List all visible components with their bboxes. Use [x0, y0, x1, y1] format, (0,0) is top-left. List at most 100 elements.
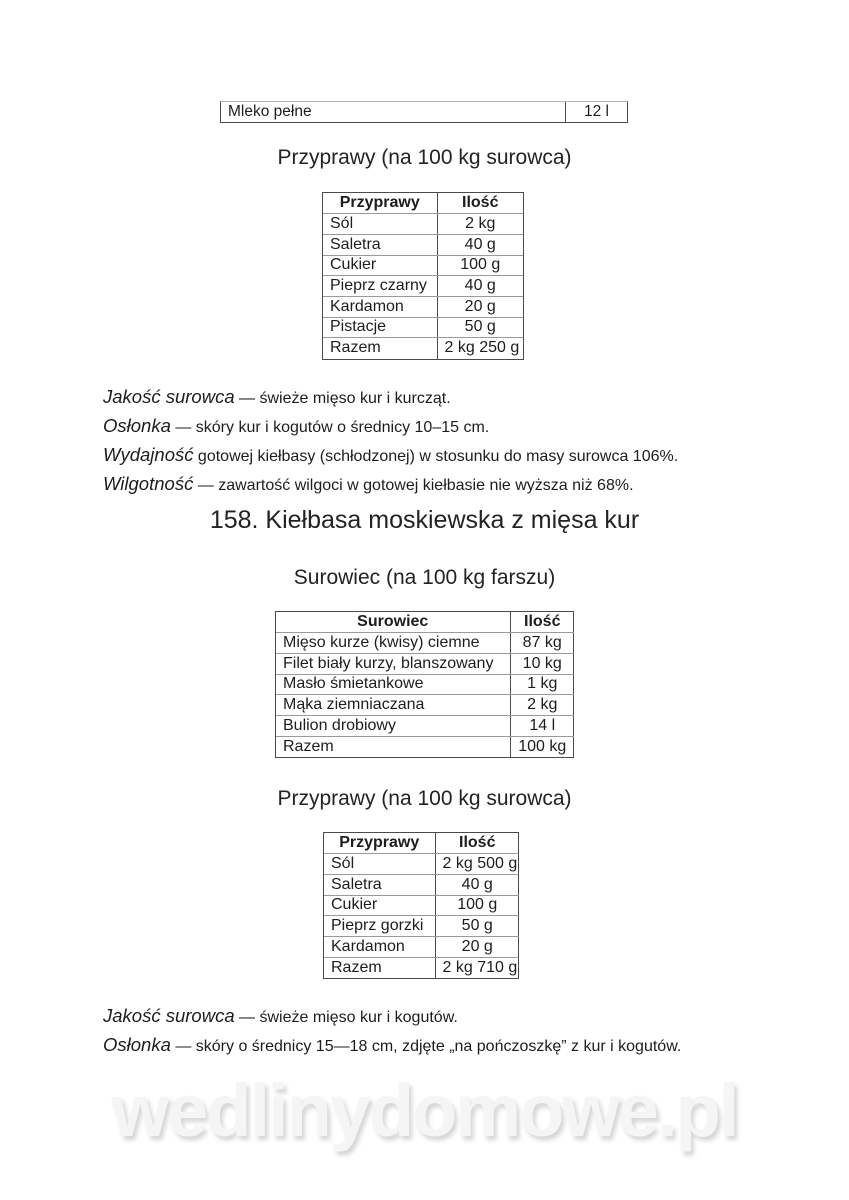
- table-cell: Mąka ziemniaczana: [276, 694, 511, 716]
- table-row: Cukier 100 g: [323, 255, 523, 277]
- column-header: Surowiec: [276, 612, 511, 634]
- column-header: Ilość: [510, 612, 574, 634]
- ingredient-qty-cell: 12 l: [565, 102, 627, 122]
- column-header: Przyprawy: [324, 833, 436, 855]
- table-cell: Sól: [323, 213, 438, 235]
- table-cell: Filet biały kurzy, blanszowany: [276, 653, 511, 675]
- table-row: Razem 100 kg: [276, 736, 574, 757]
- note-lead: Jakość surowca: [103, 386, 235, 407]
- note-text: — skóry kur i kogutów o średnicy 10–15 c…: [170, 419, 490, 436]
- table-cell: Kardamon: [324, 936, 436, 958]
- table-cell: 100 g: [437, 255, 523, 277]
- recipe-title: 158. Kiełbasa moskiewska z mięsa kur: [209, 506, 640, 534]
- table-cell: 10 kg: [510, 653, 574, 675]
- raw-material-table-grid: Surowiec Ilość Mięso kurze (kwisy) ciemne 8…: [276, 612, 574, 757]
- table-cell: 40 g: [437, 234, 523, 256]
- table-cell: Razem: [323, 337, 438, 359]
- note-line: Osłonka — skóry kur i kogutów o średnicy…: [103, 412, 803, 441]
- table-row: Sól 2 kg 500 g: [324, 853, 519, 875]
- table-row: Kardamon 20 g: [323, 296, 523, 318]
- table-row: Mięso kurze (kwisy) ciemne 87 kg: [276, 632, 574, 654]
- table-cell: 20 g: [435, 936, 519, 958]
- table-cell: Saletra: [324, 874, 436, 896]
- note-text: — świeże mięso kur i kurcząt.: [234, 390, 451, 407]
- table-row: Saletra 40 g: [324, 874, 519, 896]
- continued-table-row: Mleko pełne 12 l: [220, 101, 628, 123]
- note-text: — skóry o średnicy 15—18 cm, zdjęte „na …: [170, 1038, 682, 1055]
- table-row: Razem 2 kg 710 g: [324, 957, 519, 978]
- spices-table-2: Przyprawy Ilość Sól 2 kg 500 g Saletra 40 g Cu…: [323, 832, 519, 979]
- ingredient-name-cell: Mleko pełne: [228, 103, 312, 120]
- table-cell: 40 g: [437, 275, 523, 297]
- table-row: Filet biały kurzy, blanszowany 10 kg: [276, 653, 574, 675]
- table-cell: 87 kg: [510, 632, 574, 654]
- table-row: Kardamon 20 g: [324, 936, 519, 958]
- note-lead: Wydajność: [103, 444, 194, 465]
- table-cell: 1 kg: [510, 674, 574, 696]
- table-row: Pieprz gorzki 50 g: [324, 915, 519, 937]
- note-line: Wilgotność — zawartość wilgoci w gotowej…: [103, 470, 803, 499]
- table-row: Razem 2 kg 250 g: [323, 337, 523, 359]
- note-text: — zawartość wilgoci w gotowej kiełbasie …: [193, 477, 634, 494]
- table-row: Pieprz czarny 40 g: [323, 275, 523, 297]
- table-cell: Kardamon: [323, 296, 438, 318]
- table-row: Masło śmietankowe 1 kg: [276, 674, 574, 696]
- notes-block-2: Jakość surowca — świeże mięso kur i kogu…: [103, 1002, 823, 1060]
- notes-block-1: Jakość surowca — świeże mięso kur i kurc…: [103, 383, 803, 499]
- spices-heading-2: Przyprawy (na 100 kg surowca): [277, 787, 572, 810]
- table-cell: Saletra: [323, 234, 438, 256]
- table-cell: Mięso kurze (kwisy) ciemne: [276, 632, 511, 654]
- table-row: Saletra 40 g: [323, 234, 523, 256]
- table-header-row: Przyprawy Ilość: [324, 833, 519, 855]
- note-line: Osłonka — skóry o średnicy 15—18 cm, zdj…: [103, 1031, 823, 1060]
- spices-heading-1: Przyprawy (na 100 kg surowca): [277, 146, 572, 169]
- table-cell: 100 kg: [518, 737, 567, 755]
- table-cell: 2 kg: [510, 694, 574, 716]
- note-lead: Wilgotność: [103, 473, 194, 494]
- note-lead: Jakość surowca: [103, 1005, 235, 1026]
- note-lead: Osłonka: [103, 415, 171, 436]
- note-line: Wydajność gotowej kiełbasy (schłodzonej)…: [103, 441, 803, 470]
- watermark: wedlinydomowe.pl: [111, 1069, 740, 1152]
- table-cell: 2 kg: [437, 213, 523, 235]
- table-header-row: Przyprawy Ilość: [323, 193, 523, 215]
- raw-material-heading: Surowiec (na 100 kg farszu): [293, 566, 556, 589]
- table-cell: Cukier: [323, 255, 438, 277]
- table-header-row: Surowiec Ilość: [276, 612, 574, 634]
- table-row: Pistacje 50 g: [323, 317, 523, 339]
- table-row: Bulion drobiowy 14 l: [276, 715, 574, 737]
- raw-material-table: Surowiec Ilość Mięso kurze (kwisy) ciemne 8…: [275, 611, 574, 758]
- note-line: Jakość surowca — świeże mięso kur i kurc…: [103, 383, 803, 412]
- spices-table-1: Przyprawy Ilość Sól 2 kg Saletra 40 g Cukier 10…: [322, 192, 524, 360]
- note-text: gotowej kiełbasy (schłodzonej) w stosunk…: [193, 448, 679, 465]
- column-header: Przyprawy: [323, 193, 438, 215]
- table-cell: 100 g: [435, 895, 519, 917]
- table-cell: 50 g: [437, 317, 523, 339]
- column-header: Ilość: [435, 833, 519, 855]
- table-cell: 20 g: [437, 296, 523, 318]
- table-row: Mąka ziemniaczana 2 kg: [276, 694, 574, 716]
- note-text: — świeże mięso kur i kogutów.: [234, 1009, 458, 1026]
- table-cell: Pieprz gorzki: [324, 915, 436, 937]
- column-header: Ilość: [437, 193, 523, 215]
- table-cell: Masło śmietankowe: [276, 674, 511, 696]
- table-cell: 2 kg 500 g: [435, 853, 519, 875]
- note-lead: Osłonka: [103, 1034, 171, 1055]
- table-cell: Pieprz czarny: [323, 275, 438, 297]
- table-cell: 14 l: [510, 715, 574, 737]
- spices-table-2-grid: Przyprawy Ilość Sól 2 kg 500 g Saletra 40 g Cu…: [324, 833, 519, 978]
- table-cell: 40 g: [435, 874, 519, 896]
- table-cell: 2 kg 250 g: [444, 339, 520, 357]
- table-cell: Razem: [324, 957, 436, 978]
- table-row: Sól 2 kg: [323, 213, 523, 235]
- table-cell: Sól: [324, 853, 436, 875]
- table-cell: Bulion drobiowy: [276, 715, 511, 737]
- table-cell: 50 g: [435, 915, 519, 937]
- spices-table-1-grid: Przyprawy Ilość Sól 2 kg Saletra 40 g Cukier 10…: [323, 193, 523, 359]
- table-cell: 2 kg 710 g: [442, 958, 518, 976]
- table-cell: Pistacje: [323, 317, 438, 339]
- note-line: Jakość surowca — świeże mięso kur i kogu…: [103, 1002, 823, 1031]
- table-cell: Razem: [276, 736, 511, 757]
- table-row: Cukier 100 g: [324, 895, 519, 917]
- table-cell: Cukier: [324, 895, 436, 917]
